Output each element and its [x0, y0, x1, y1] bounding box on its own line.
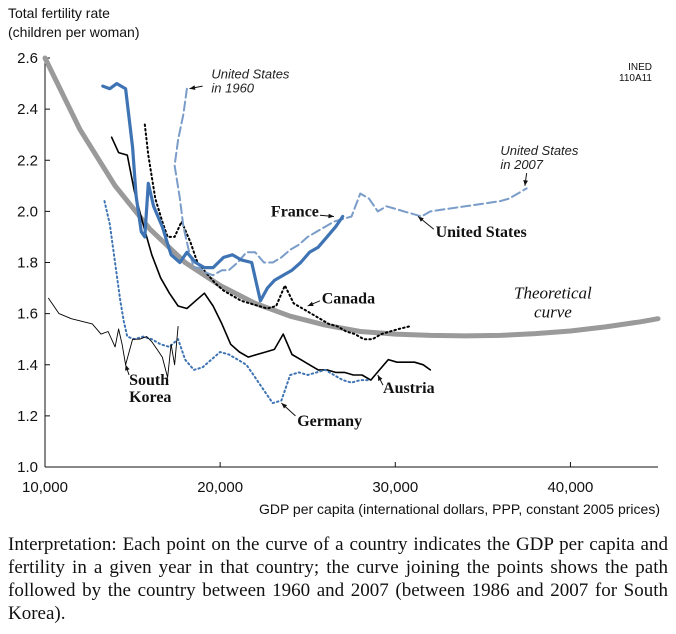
annotation-label: United States in 2007	[500, 143, 579, 172]
x-tick-label: 10,000	[22, 479, 68, 496]
x-axis-title: GDP per capita (international dollars, P…	[259, 501, 660, 517]
series-south-korea	[48, 297, 179, 378]
series-austria	[110, 136, 432, 381]
y-tick-label: 2.2	[17, 152, 38, 169]
y-tick-label: 1.0	[17, 459, 38, 476]
series-lines	[42, 55, 661, 405]
axes: 1.0 1.2 1.4 1.6 1.8 2.0 2.2 2.4 2.6 10,000 20,000 3…	[17, 50, 658, 496]
y-tick-label: 2.6	[17, 50, 38, 67]
y-tick-label: 1.8	[17, 255, 38, 272]
annotation-label: United States in 1960	[211, 66, 290, 95]
annotation-arrowhead	[377, 375, 383, 381]
annotation-arrowhead	[125, 364, 130, 371]
y-axis-title: Total fertility rate (children per woman)	[8, 5, 140, 40]
annotation-label: Germany	[297, 413, 362, 430]
series-united-states	[173, 87, 528, 277]
y-tick-label: 2.4	[17, 101, 38, 118]
annotation-label: Austria	[383, 380, 435, 397]
series-theoretical-curve	[42, 55, 661, 339]
y-tick-label: 1.6	[17, 306, 38, 323]
annotation-arrowhead	[328, 213, 334, 219]
fertility-gdp-chart: Total fertility rate (children per woman)…	[8, 5, 661, 517]
annotation-label: France	[271, 203, 319, 220]
annotation-arrowhead	[189, 85, 196, 90]
interpretation-text: Interpretation: Each point on the curve …	[8, 534, 668, 624]
x-tick-label: 40,000	[547, 479, 593, 496]
annotation-arrowhead	[307, 301, 314, 306]
series-germany	[103, 200, 370, 405]
annotation-arrowhead	[281, 403, 288, 409]
source-code: INED 110A11	[619, 62, 652, 84]
y-tick-label: 1.4	[17, 357, 38, 374]
y-tick-label: 1.2	[17, 408, 38, 425]
annotations: United States in 1960 United States in 2007…	[125, 66, 592, 430]
annotation-arrowhead	[523, 180, 528, 186]
series-canada	[143, 123, 411, 341]
annotation-label: United States	[436, 224, 527, 241]
x-tick-label: 30,000	[372, 479, 418, 496]
annotation-arrowhead	[418, 216, 424, 222]
series-france	[101, 82, 345, 303]
y-tick-label: 2.0	[17, 203, 38, 220]
theoretical-curve-label: Theoretical curve	[514, 283, 592, 321]
annotation-label: South Korea	[129, 372, 171, 406]
x-tick-label: 20,000	[197, 479, 243, 496]
annotation-label: Canada	[322, 290, 375, 307]
